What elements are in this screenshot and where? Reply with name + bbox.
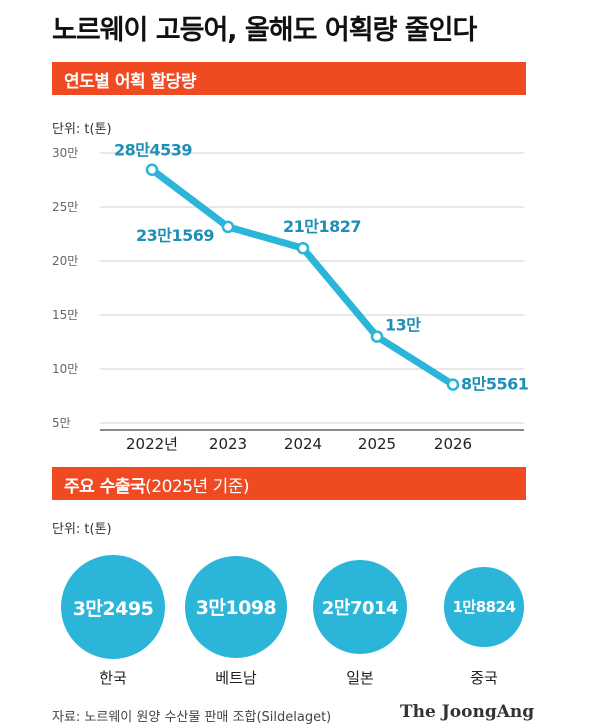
export-bubble: 3만2495 — [61, 555, 165, 659]
y-tick-label: 15만 — [52, 308, 78, 322]
x-tick-label: 2025 — [358, 435, 396, 453]
x-tick-label: 2024 — [284, 435, 322, 453]
page-title: 노르웨이 고등어, 올해도 어획량 줄인다 — [52, 15, 477, 46]
data-label: 28만4539 — [114, 141, 192, 160]
data-label: 13만 — [385, 316, 421, 335]
section-title-quota: 연도별 어획 할당량 — [64, 72, 196, 92]
unit-label-quota: 단위: t(톤) — [52, 122, 112, 137]
y-tick-label: 10만 — [52, 362, 78, 376]
y-tick-label: 5만 — [52, 416, 71, 430]
section-title-exports-main: 주요 수출국 — [64, 477, 146, 497]
data-point — [370, 330, 384, 343]
section-header-quota: 연도별 어획 할당량 — [52, 62, 526, 95]
data-point — [145, 163, 159, 176]
section-header-exports: 주요 수출국(2025년 기준) — [52, 467, 526, 500]
export-country-label: 한국 — [99, 669, 127, 687]
export-bubble: 3만1098 — [185, 556, 287, 658]
source-note: 자료: 노르웨이 원양 수산물 판매 조합(Sildelaget) — [52, 710, 332, 725]
publisher-logo: The JoongAng — [400, 702, 535, 722]
line-chart: 5만 10만 15만 20만 25만 30만 2022년 2023 2024 2025 2026 28… — [52, 141, 529, 453]
unit-label-exports: 단위: t(톤) — [52, 522, 112, 537]
section-title-exports: 주요 수출국(2025년 기준) — [64, 472, 249, 497]
x-tick-label: 2026 — [434, 435, 472, 453]
data-point — [296, 241, 310, 255]
export-country-label: 베트남 — [215, 669, 257, 687]
export-bubble: 1만8824 — [444, 567, 524, 647]
x-tick-label: 2022년 — [126, 435, 178, 453]
y-tick-label: 30만 — [52, 146, 78, 160]
y-tick-label: 25만 — [52, 200, 78, 214]
x-tick-label: 2023 — [209, 435, 247, 453]
export-bubble: 2만7014 — [312, 559, 408, 655]
data-point — [221, 220, 235, 234]
data-label: 23만1569 — [136, 226, 214, 245]
export-country-label: 중국 — [470, 669, 498, 687]
data-point — [446, 378, 460, 391]
series-line — [148, 166, 457, 389]
data-label: 21만1827 — [283, 217, 361, 236]
y-tick-label: 20만 — [52, 254, 78, 268]
data-label: 8만5561 — [461, 375, 529, 394]
export-country-label: 일본 — [346, 669, 374, 687]
section-title-exports-note: (2025년 기준) — [145, 477, 249, 497]
